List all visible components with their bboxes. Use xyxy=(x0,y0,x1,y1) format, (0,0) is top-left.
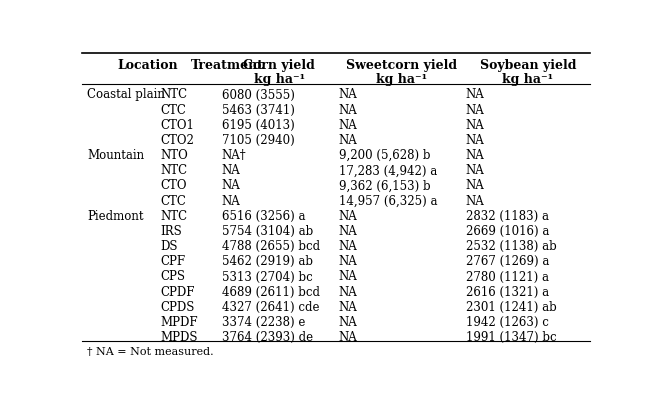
Text: NA: NA xyxy=(222,179,241,192)
Text: Mountain: Mountain xyxy=(87,149,144,162)
Text: MPDF: MPDF xyxy=(161,315,198,328)
Text: NTC: NTC xyxy=(161,88,188,101)
Text: NA: NA xyxy=(338,239,358,253)
Text: IRS: IRS xyxy=(161,225,182,237)
Text: CTO: CTO xyxy=(161,179,188,192)
Text: CPDS: CPDS xyxy=(161,300,195,313)
Text: 2669 (1016) a: 2669 (1016) a xyxy=(466,225,549,237)
Text: NA: NA xyxy=(466,134,485,147)
Text: NA: NA xyxy=(466,149,485,162)
Text: 4327 (2641) cde: 4327 (2641) cde xyxy=(222,300,319,313)
Text: NA: NA xyxy=(338,255,358,267)
Text: 5462 (2919) ab: 5462 (2919) ab xyxy=(222,255,313,267)
Text: 1942 (1263) c: 1942 (1263) c xyxy=(466,315,548,328)
Text: Soybean yield: Soybean yield xyxy=(480,59,576,72)
Text: 2301 (1241) ab: 2301 (1241) ab xyxy=(466,300,556,313)
Text: 2767 (1269) a: 2767 (1269) a xyxy=(466,255,549,267)
Text: NA: NA xyxy=(338,285,358,298)
Text: 14,957 (6,325) a: 14,957 (6,325) a xyxy=(338,194,438,207)
Text: Corn yield: Corn yield xyxy=(243,59,315,72)
Text: NA: NA xyxy=(338,330,358,343)
Text: kg ha⁻¹: kg ha⁻¹ xyxy=(502,73,554,86)
Text: Piedmont: Piedmont xyxy=(87,209,144,222)
Text: NA: NA xyxy=(466,194,485,207)
Text: NA: NA xyxy=(338,315,358,328)
Text: CPS: CPS xyxy=(161,270,186,283)
Text: CPDF: CPDF xyxy=(161,285,195,298)
Text: NA: NA xyxy=(338,300,358,313)
Text: CPF: CPF xyxy=(161,255,186,267)
Text: 3374 (2238) e: 3374 (2238) e xyxy=(222,315,305,328)
Text: 5313 (2704) bc: 5313 (2704) bc xyxy=(222,270,312,283)
Text: NA†: NA† xyxy=(222,149,247,162)
Text: 5463 (3741): 5463 (3741) xyxy=(222,103,295,116)
Text: NTC: NTC xyxy=(161,164,188,177)
Text: 3764 (2393) de: 3764 (2393) de xyxy=(222,330,313,343)
Text: 9,200 (5,628) b: 9,200 (5,628) b xyxy=(338,149,430,162)
Text: NA: NA xyxy=(466,179,485,192)
Text: 17,283 (4,942) a: 17,283 (4,942) a xyxy=(338,164,437,177)
Text: NA: NA xyxy=(338,209,358,222)
Text: kg ha⁻¹: kg ha⁻¹ xyxy=(376,73,427,86)
Text: 4689 (2611) bcd: 4689 (2611) bcd xyxy=(222,285,320,298)
Text: 6080 (3555): 6080 (3555) xyxy=(222,88,295,101)
Text: 7105 (2940): 7105 (2940) xyxy=(222,134,295,147)
Text: 2532 (1138) ab: 2532 (1138) ab xyxy=(466,239,556,253)
Text: NA: NA xyxy=(222,194,241,207)
Text: NA: NA xyxy=(222,164,241,177)
Text: CTO1: CTO1 xyxy=(161,119,195,132)
Text: NTO: NTO xyxy=(161,149,188,162)
Text: NA: NA xyxy=(338,103,358,116)
Text: 6195 (4013): 6195 (4013) xyxy=(222,119,295,132)
Text: NA: NA xyxy=(466,164,485,177)
Text: NA: NA xyxy=(338,119,358,132)
Text: CTC: CTC xyxy=(161,103,187,116)
Text: 5754 (3104) ab: 5754 (3104) ab xyxy=(222,225,313,237)
Text: Location: Location xyxy=(117,59,178,72)
Text: CTC: CTC xyxy=(161,194,187,207)
Text: 2780 (1121) a: 2780 (1121) a xyxy=(466,270,549,283)
Text: † NA = Not measured.: † NA = Not measured. xyxy=(87,346,214,356)
Text: Coastal plain: Coastal plain xyxy=(87,88,165,101)
Text: Sweetcorn yield: Sweetcorn yield xyxy=(346,59,457,72)
Text: 4788 (2655) bcd: 4788 (2655) bcd xyxy=(222,239,320,253)
Text: NTC: NTC xyxy=(161,209,188,222)
Text: MPDS: MPDS xyxy=(161,330,198,343)
Text: NA: NA xyxy=(338,225,358,237)
Text: 6516 (3256) a: 6516 (3256) a xyxy=(222,209,305,222)
Text: DS: DS xyxy=(161,239,178,253)
Text: kg ha⁻¹: kg ha⁻¹ xyxy=(254,73,305,86)
Text: 1991 (1347) bc: 1991 (1347) bc xyxy=(466,330,556,343)
Text: NA: NA xyxy=(338,134,358,147)
Text: 9,362 (6,153) b: 9,362 (6,153) b xyxy=(338,179,430,192)
Text: NA: NA xyxy=(466,103,485,116)
Text: Treatment: Treatment xyxy=(192,59,264,72)
Text: NA: NA xyxy=(466,119,485,132)
Text: CTO2: CTO2 xyxy=(161,134,195,147)
Text: NA: NA xyxy=(466,88,485,101)
Text: NA: NA xyxy=(338,270,358,283)
Text: 2616 (1321) a: 2616 (1321) a xyxy=(466,285,549,298)
Text: NA: NA xyxy=(338,88,358,101)
Text: 2832 (1183) a: 2832 (1183) a xyxy=(466,209,549,222)
